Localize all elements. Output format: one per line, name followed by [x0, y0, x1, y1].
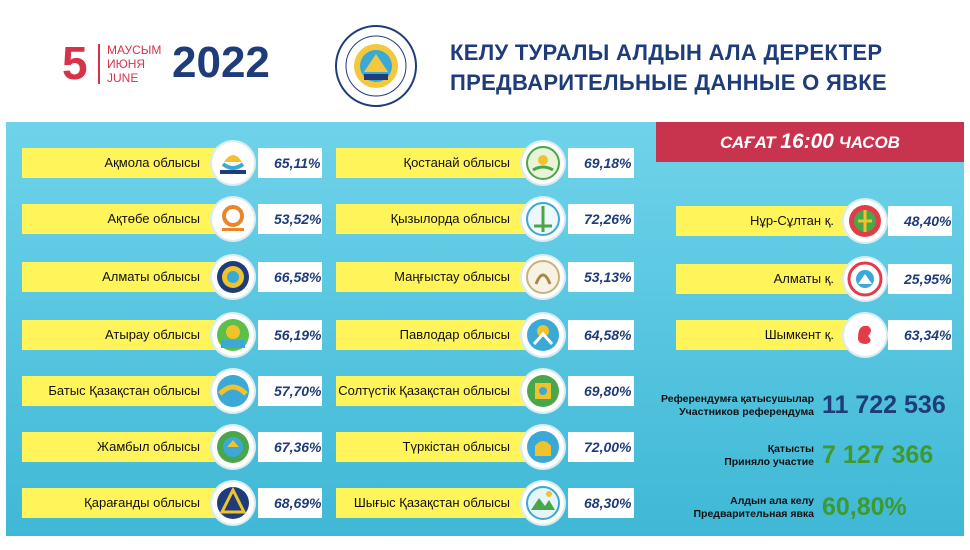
- region-row: Маңғыстау облысы 53,13%: [336, 256, 634, 298]
- month-ru: ИЮНЯ: [107, 57, 146, 71]
- region-name: Маңғыстау облысы: [336, 262, 528, 292]
- time-value: 16:00: [780, 130, 834, 153]
- region-name: Қостанай облысы: [336, 148, 528, 178]
- shymkent-logo: [844, 314, 886, 356]
- almaty-region-logo: [212, 256, 254, 298]
- region-percent: 53,52%: [258, 204, 322, 234]
- turnout-label-kz: Қатысты: [767, 443, 814, 455]
- region-name: Жамбыл облысы: [22, 432, 218, 462]
- region-name: Қарағанды облысы: [22, 488, 218, 518]
- kostanay-logo: [522, 142, 564, 184]
- turnout-label-ru: Приняло участие: [724, 456, 814, 468]
- region-percent: 69,18%: [568, 148, 634, 178]
- region-name: Ақтөбе облысы: [22, 204, 218, 234]
- karaganda-logo: [212, 482, 254, 524]
- city-row: Нұр-Сұлтан қ. 48,40%: [676, 200, 952, 242]
- city-name: Шымкент қ.: [676, 320, 852, 350]
- region-name: Батыс Қазақстан облысы: [22, 376, 218, 406]
- participants-value: 11 722 536: [822, 391, 946, 419]
- kyzylorda-logo: [522, 198, 564, 240]
- time-badge: САҒАТ 16:00 ЧАСОВ: [656, 122, 964, 162]
- turnout-value: 7 127 366: [822, 441, 934, 469]
- city-percent: 25,95%: [888, 264, 952, 294]
- atyrau-logo: [212, 314, 254, 356]
- time-prefix: САҒАТ: [720, 133, 776, 152]
- region-percent: 57,70%: [258, 376, 322, 406]
- date-year: 2022: [172, 38, 270, 87]
- almaty-city-logo: [844, 258, 886, 300]
- region-percent: 66,58%: [258, 262, 322, 292]
- bottom-strip: [0, 536, 970, 550]
- preliminary-turnout-label: Алдын ала келу Предварительная явка: [648, 495, 815, 521]
- region-name: Атырау облысы: [22, 320, 218, 350]
- region-percent: 67,36%: [258, 432, 322, 462]
- region-percent: 68,69%: [258, 488, 322, 518]
- preliminary-turnout-value: 60,80%: [822, 493, 907, 521]
- city-percent: 63,34%: [888, 320, 952, 350]
- region-percent: 69,80%: [568, 376, 634, 406]
- region-name: Қызылорда облысы: [336, 204, 528, 234]
- region-percent: 56,19%: [258, 320, 322, 350]
- east-kaz-logo: [522, 482, 564, 524]
- preliminary-label-kz: Алдын ала келу: [730, 495, 814, 507]
- north-kaz-logo: [522, 370, 564, 412]
- date-months: МАУСЫМ ИЮНЯ JUNE: [107, 43, 161, 85]
- region-name: Солтүстік Қазақстан облысы: [336, 376, 528, 406]
- city-name: Алматы қ.: [676, 264, 852, 294]
- month-kz: МАУСЫМ: [107, 43, 162, 57]
- region-row: Қызылорда облысы 72,26%: [336, 198, 634, 240]
- participants-label: Референдумға қатысушылар Участников рефе…: [648, 393, 814, 419]
- city-percent: 48,40%: [888, 206, 952, 236]
- region-name: Ақмола облысы: [22, 148, 218, 178]
- participants-label-ru: Участников референдума: [679, 406, 814, 418]
- date-day: 5: [62, 37, 88, 89]
- zhambyl-logo: [212, 426, 254, 468]
- pavlodar-logo: [522, 314, 564, 356]
- region-percent: 68,30%: [568, 488, 634, 518]
- region-percent: 72,00%: [568, 432, 634, 462]
- aqmola-logo: [212, 142, 254, 184]
- region-row: Ақтөбе облысы 53,52%: [22, 198, 322, 240]
- region-row: Жамбыл облысы 67,36%: [22, 426, 322, 468]
- title-kz: КЕЛУ ТУРАЛЫ АЛДЫН АЛА ДЕРЕКТЕР: [450, 40, 883, 65]
- region-name: Павлодар облысы: [336, 320, 528, 350]
- turnout-label: Қатысты Приняло участие: [648, 443, 814, 469]
- region-row: Павлодар облысы 64,58%: [336, 314, 634, 356]
- mangystau-logo: [522, 256, 564, 298]
- region-row: Қарағанды облысы 68,69%: [22, 482, 322, 524]
- region-name: Алматы облысы: [22, 262, 218, 292]
- date-divider: [98, 44, 100, 84]
- region-row: Алматы облысы 66,58%: [22, 256, 322, 298]
- election-commission-emblem: [334, 24, 418, 108]
- region-percent: 53,13%: [568, 262, 634, 292]
- region-row: Атырау облысы 56,19%: [22, 314, 322, 356]
- region-row: Қостанай облысы 69,18%: [336, 142, 634, 184]
- city-row: Алматы қ. 25,95%: [676, 258, 952, 300]
- preliminary-label-ru: Предварительная явка: [693, 508, 815, 520]
- region-row: Түркістан облысы 72,00%: [336, 426, 634, 468]
- page-title: КЕЛУ ТУРАЛЫ АЛДЫН АЛА ДЕРЕКТЕР ПРЕДВАРИТ…: [450, 38, 887, 98]
- region-row: Солтүстік Қазақстан облысы 69,80%: [336, 370, 634, 412]
- region-row: Ақмола облысы 65,11%: [22, 142, 322, 184]
- west-kaz-logo: [212, 370, 254, 412]
- aktobe-logo: [212, 198, 254, 240]
- region-percent: 65,11%: [258, 148, 322, 178]
- region-percent: 72,26%: [568, 204, 634, 234]
- region-percent: 64,58%: [568, 320, 634, 350]
- time-suffix: ЧАСОВ: [838, 133, 900, 152]
- region-row: Батыс Қазақстан облысы 57,70%: [22, 370, 322, 412]
- month-en: JUNE: [107, 71, 139, 85]
- participants-label-kz: Референдумға қатысушылар: [661, 393, 814, 405]
- header: 5 МАУСЫМ ИЮНЯ JUNE 2022 КЕЛУ ТУРАЛЫ АЛДЫ…: [0, 0, 970, 122]
- region-name: Шығыс Қазақстан облысы: [336, 488, 528, 518]
- region-name: Түркістан облысы: [336, 432, 528, 462]
- city-row: Шымкент қ. 63,34%: [676, 314, 952, 356]
- city-name: Нұр-Сұлтан қ.: [676, 206, 852, 236]
- nur-sultan-logo: [844, 200, 886, 242]
- title-ru: ПРЕДВАРИТЕЛЬНЫЕ ДАННЫЕ О ЯВКЕ: [450, 70, 887, 95]
- turkistan-logo: [522, 426, 564, 468]
- region-row: Шығыс Қазақстан облысы 68,30%: [336, 482, 634, 524]
